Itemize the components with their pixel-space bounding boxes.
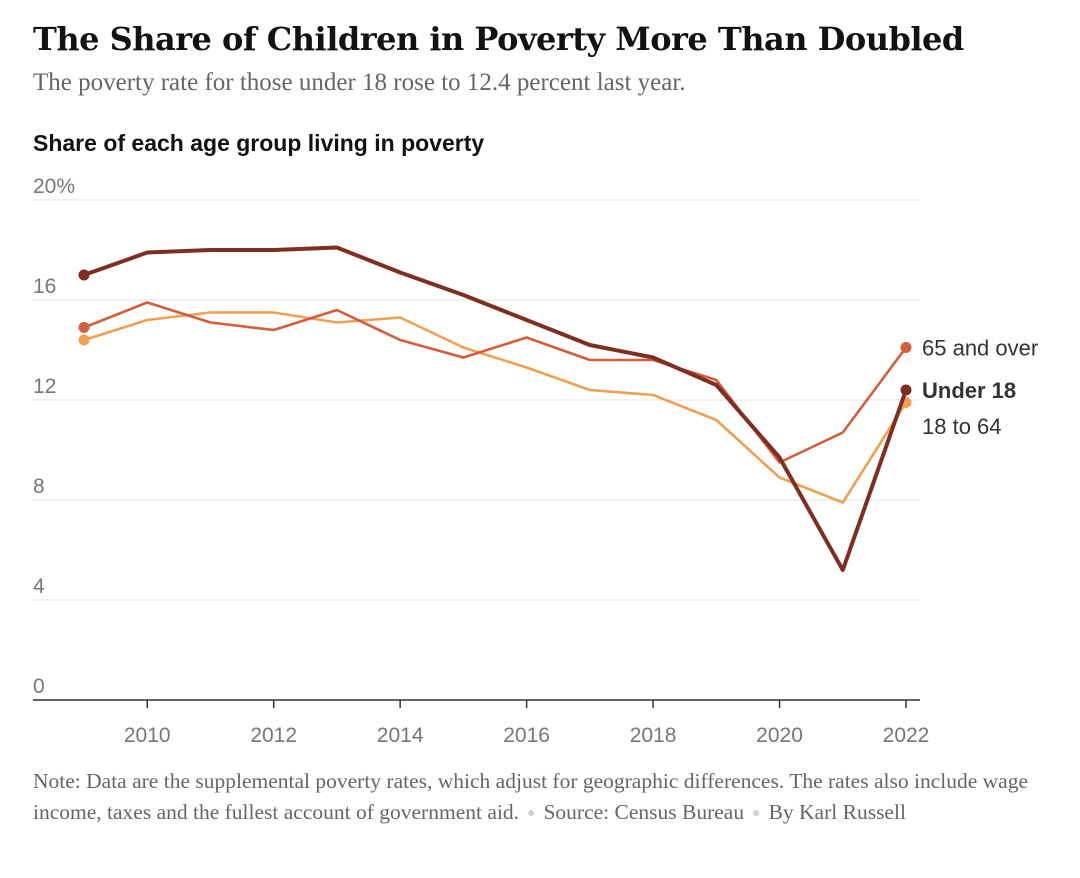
series-line [82, 301, 908, 464]
chart-heading: Share of each age group living in povert… [33, 130, 485, 156]
source-text: Source: Census Bureau [543, 800, 745, 824]
chart-title: The Share of Children in Poverty More Th… [33, 20, 964, 58]
gridlines [33, 199, 920, 601]
series-line [82, 245, 908, 572]
x-tick-label: 2016 [503, 724, 550, 747]
footer-note: Note: Data are the supplemental poverty … [33, 766, 1048, 829]
y-tick-label: 0 [33, 675, 45, 698]
note-text: Note: Data are the supplemental poverty … [33, 769, 1028, 824]
y-tick-label: 16 [33, 275, 56, 298]
end-point [900, 384, 912, 396]
x-tick-label: 2018 [630, 724, 677, 747]
x-tick-label: 2010 [124, 724, 171, 747]
series-end-label: 65 and over [922, 336, 1038, 361]
y-tick-label: 20% [33, 175, 75, 198]
start-point [78, 334, 90, 346]
chart-subtitle: The poverty rate for those under 18 rose… [33, 69, 686, 96]
series-lines [78, 245, 912, 572]
x-tick-label: 2020 [756, 724, 803, 747]
y-tick-label: 8 [33, 475, 45, 498]
separator-dot: ● [752, 806, 761, 821]
series-end-label: 18 to 64 [922, 414, 1002, 439]
x-tick-label: 2012 [250, 724, 297, 747]
y-tick-label: 4 [33, 575, 45, 598]
end-point [900, 342, 912, 353]
start-point [78, 269, 90, 281]
series-labels: 65 and over Under 18 18 to 64 [922, 336, 1038, 440]
series-end-label: Under 18 [922, 378, 1016, 403]
y-tick-label: 12 [33, 375, 56, 398]
series-line [82, 311, 908, 504]
x-tick-label: 2022 [883, 724, 930, 747]
start-point [78, 322, 90, 333]
y-axis-ticks: 0 4 8 12 16 20% [33, 175, 75, 698]
byline: By Karl Russell [768, 800, 906, 824]
separator-dot: ● [526, 806, 536, 821]
x-tick-label: 2014 [377, 724, 424, 747]
x-axis: 2010 2012 2014 2016 2018 2020 2022 [33, 699, 930, 747]
